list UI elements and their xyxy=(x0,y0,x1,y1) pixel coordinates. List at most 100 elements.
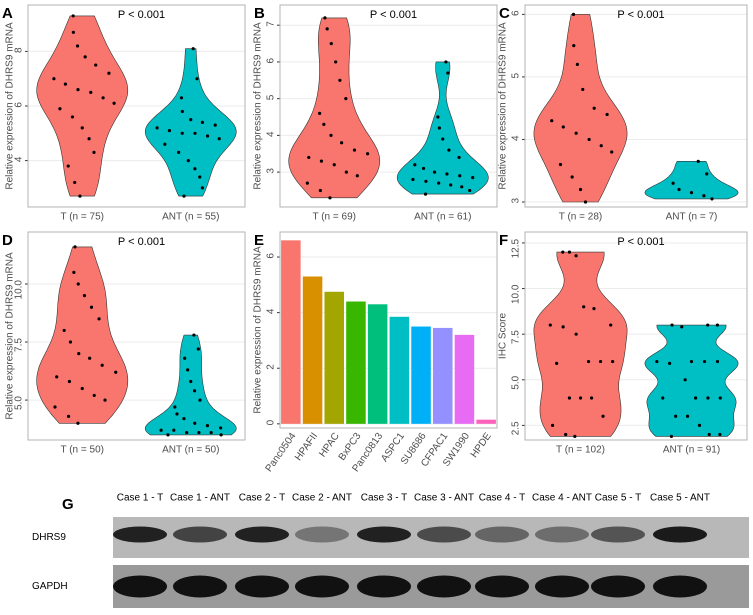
point xyxy=(75,44,80,48)
band xyxy=(591,526,645,543)
point xyxy=(572,44,576,48)
point xyxy=(189,379,193,384)
band xyxy=(113,575,167,598)
p-value: P < 0.001 xyxy=(617,236,664,248)
lane-label: Case 3 - ANT xyxy=(414,493,474,504)
point xyxy=(166,433,170,437)
y-tick-label: 8 xyxy=(14,47,25,53)
point xyxy=(471,176,475,180)
point xyxy=(209,430,213,435)
point xyxy=(344,170,348,174)
point xyxy=(715,359,720,364)
point xyxy=(80,386,84,391)
point xyxy=(605,112,609,117)
x-tick-label: T (n = 50) xyxy=(61,445,104,456)
point xyxy=(421,166,426,171)
point xyxy=(76,88,80,92)
point xyxy=(338,78,342,82)
point xyxy=(340,141,344,145)
point xyxy=(696,159,700,163)
violin xyxy=(644,161,739,200)
point xyxy=(715,323,720,327)
point xyxy=(581,87,585,92)
point xyxy=(689,359,694,364)
point xyxy=(609,323,613,327)
point xyxy=(561,250,565,254)
point xyxy=(567,396,572,400)
bar xyxy=(324,291,345,424)
point xyxy=(77,352,81,356)
point xyxy=(191,47,195,51)
lane-label: Case 5 - T xyxy=(595,493,642,504)
p-value: P < 0.001 xyxy=(370,9,417,21)
point xyxy=(423,192,428,196)
point xyxy=(683,378,687,382)
band xyxy=(591,575,645,598)
lane-label: Case 1 - ANT xyxy=(170,493,230,504)
panel-label: A xyxy=(2,5,13,22)
violin xyxy=(396,61,489,195)
point xyxy=(441,137,445,141)
bar xyxy=(476,419,496,424)
point xyxy=(432,170,437,174)
x-tick-label: ANT (n = 7) xyxy=(666,212,718,223)
x-tick-label: ANT (n = 55) xyxy=(162,212,219,223)
band xyxy=(173,575,227,598)
point xyxy=(305,181,309,185)
point xyxy=(92,150,96,155)
violin xyxy=(533,251,628,437)
point xyxy=(677,187,681,192)
point xyxy=(685,414,690,418)
y-tick-label: 4 xyxy=(511,135,522,141)
y-axis-title: Relative expression of DHRS9 mRNA xyxy=(253,246,264,414)
point xyxy=(186,158,190,163)
band xyxy=(417,575,471,598)
point xyxy=(561,325,565,329)
point xyxy=(587,137,591,142)
point xyxy=(182,194,186,198)
panel-label: G xyxy=(62,496,74,513)
point xyxy=(411,177,415,182)
point xyxy=(186,368,190,372)
point xyxy=(592,106,596,110)
y-tick-label: 4 xyxy=(266,308,277,314)
point xyxy=(100,363,104,367)
band xyxy=(653,575,707,598)
lane-label: Case 1 - T xyxy=(117,493,164,504)
point xyxy=(447,148,451,152)
band xyxy=(475,575,529,598)
bar xyxy=(389,316,410,424)
point xyxy=(352,148,357,152)
point xyxy=(449,183,453,187)
point xyxy=(198,398,202,402)
point xyxy=(702,359,707,364)
point xyxy=(185,430,189,435)
point xyxy=(63,82,68,86)
point xyxy=(180,109,184,114)
lane-label: Case 5 - ANT xyxy=(650,493,710,504)
point xyxy=(159,428,163,432)
y-tick-label: 6 xyxy=(266,57,277,63)
point xyxy=(574,131,578,135)
point xyxy=(669,434,674,438)
violin xyxy=(644,324,739,437)
x-tick-label: T (n = 69) xyxy=(313,212,356,223)
point xyxy=(163,142,167,146)
point xyxy=(444,60,448,64)
point xyxy=(574,254,578,258)
y-tick-label: 5 xyxy=(511,72,522,78)
point xyxy=(103,398,107,402)
point xyxy=(318,111,322,115)
y-tick-label: 4 xyxy=(266,131,277,137)
point xyxy=(307,155,311,160)
point xyxy=(179,96,184,100)
band xyxy=(357,575,411,598)
point xyxy=(436,115,440,119)
point xyxy=(192,389,197,393)
point xyxy=(72,270,76,274)
point xyxy=(192,333,196,337)
point xyxy=(200,120,205,124)
point xyxy=(66,414,71,418)
bar xyxy=(302,276,323,424)
row-label: DHRS9 xyxy=(32,532,66,543)
